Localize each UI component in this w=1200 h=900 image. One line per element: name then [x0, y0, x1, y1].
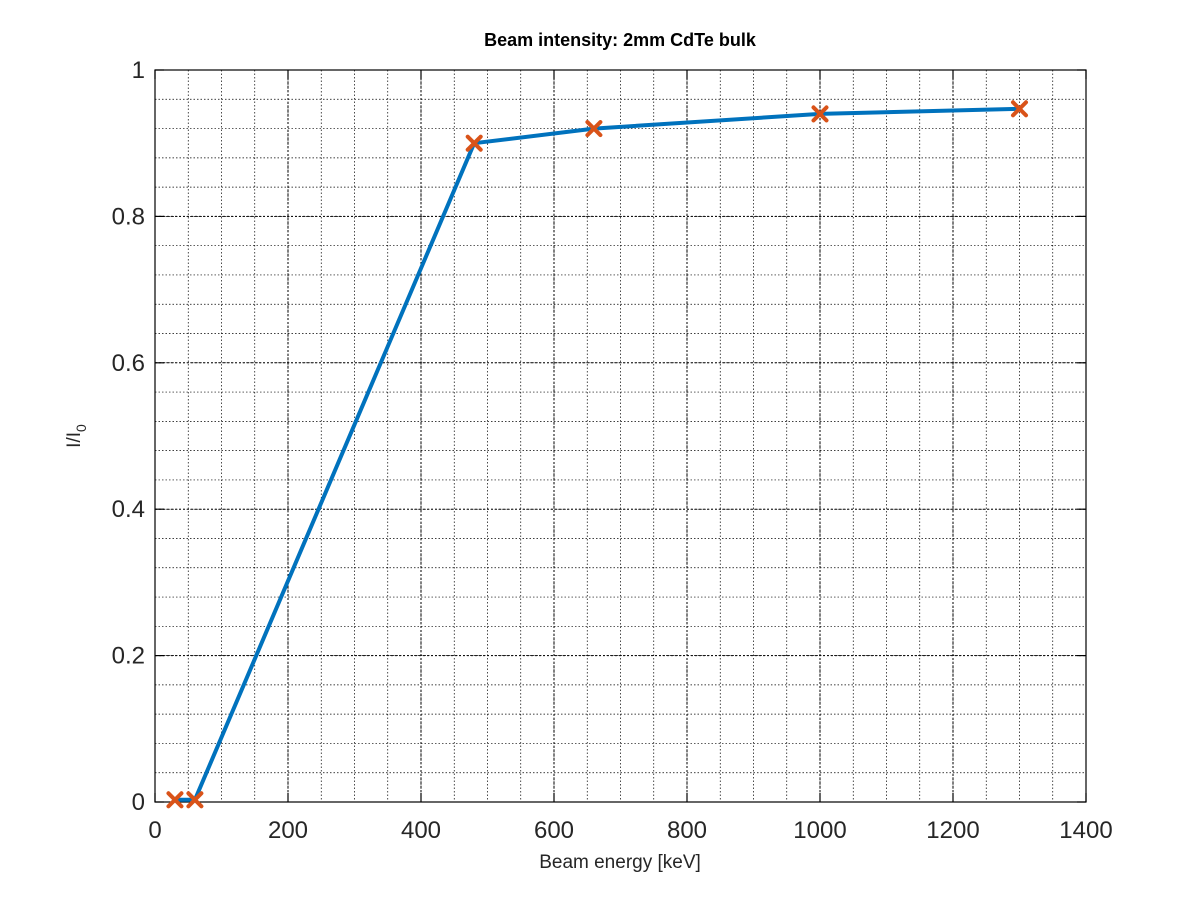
plot-area-frame	[154, 69, 1087, 803]
x-tick-label: 200	[268, 817, 308, 844]
marker-stroke	[465, 134, 483, 152]
x-tick-label: 1200	[926, 817, 979, 844]
marker-stroke	[585, 120, 603, 138]
x-tick-labels: 0 200 400 600 800 1000 1200 1400	[148, 817, 1112, 844]
marker-stroke	[186, 791, 204, 809]
y-axis-label: I/I0	[64, 424, 89, 448]
x-axis-label: Beam energy [keV]	[539, 852, 701, 873]
data-series	[166, 100, 1028, 809]
y-tick-label: 1	[132, 57, 145, 84]
data-point-marker	[186, 791, 204, 809]
x-tick-label: 0	[148, 817, 161, 844]
data-point-marker	[465, 134, 483, 152]
x-tick-label: 400	[401, 817, 441, 844]
data-point-marker	[811, 105, 829, 123]
minor-grid	[155, 70, 1086, 802]
y-tick-labels: 0 0.2 0.4 0.6 0.8 1	[112, 57, 145, 816]
chart-title: Beam intensity: 2mm CdTe bulk	[484, 30, 757, 50]
marker-stroke	[166, 791, 184, 809]
x-tick-label: 600	[534, 817, 574, 844]
x-tick-label: 1400	[1059, 817, 1112, 844]
y-tick-label: 0.4	[112, 496, 145, 523]
data-point-marker	[1011, 100, 1028, 118]
y-tick-label: 0	[132, 789, 145, 816]
data-point-marker	[166, 791, 184, 809]
x-tick-label: 1000	[793, 817, 846, 844]
marker-stroke	[1011, 100, 1028, 118]
x-tick-label: 800	[667, 817, 707, 844]
y-tick-label: 0.8	[112, 203, 145, 230]
y-axis-label-subscript: 0	[73, 424, 89, 432]
y-tick-label: 0.6	[112, 350, 145, 377]
axis-ticks	[154, 69, 1087, 803]
marker-stroke	[811, 105, 829, 123]
y-axis-label-main: I/I	[64, 432, 85, 448]
data-point-marker	[585, 120, 603, 138]
y-tick-label: 0.2	[112, 643, 145, 670]
series-line	[172, 106, 1022, 802]
